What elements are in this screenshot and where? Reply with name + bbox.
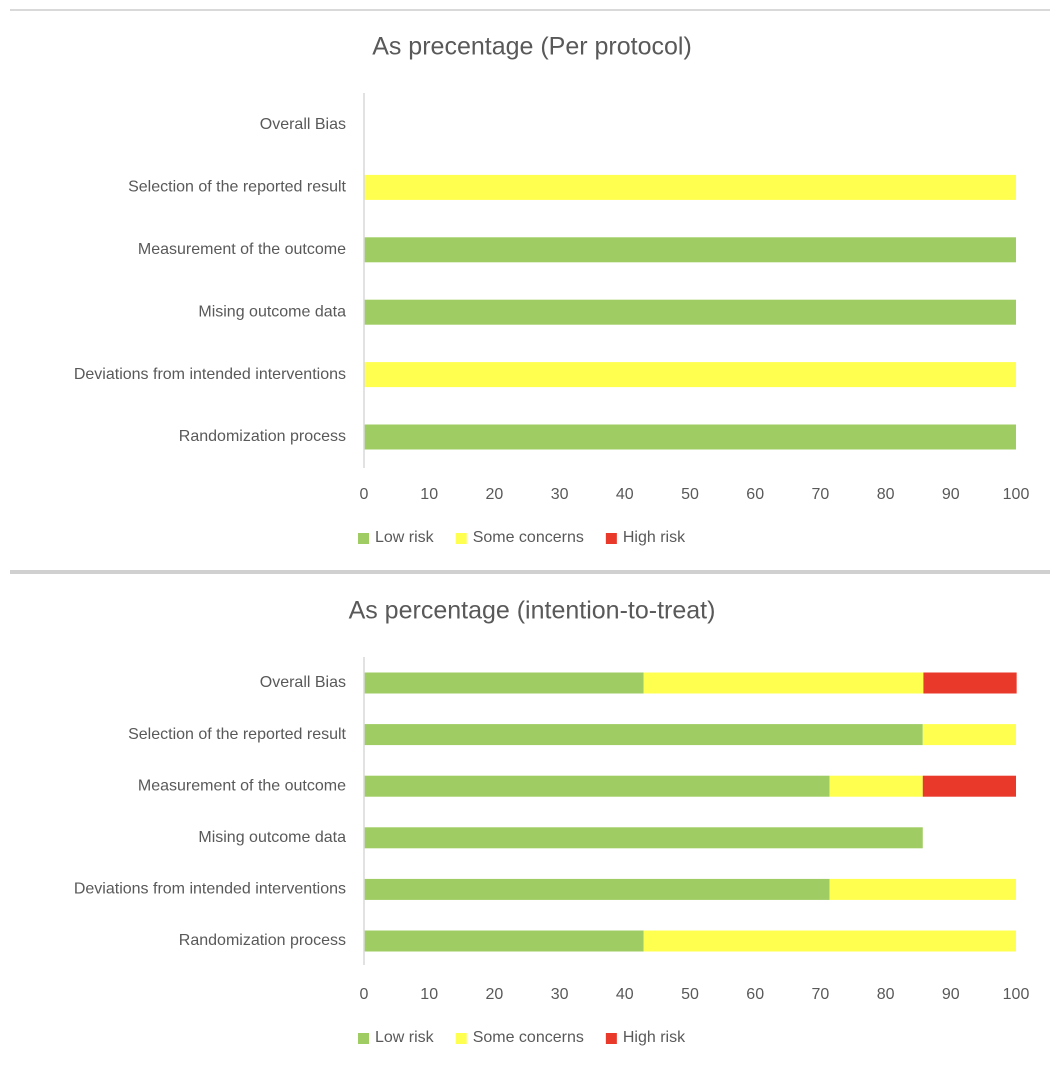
- bar: [829, 775, 923, 797]
- bar: [364, 362, 1016, 388]
- x-tick-label: 50: [681, 486, 699, 503]
- bar: [364, 174, 1016, 200]
- x-tick-label: 70: [812, 986, 830, 1003]
- legend-label: High risk: [623, 1029, 686, 1046]
- legend-label: High risk: [623, 529, 686, 546]
- legend-label: Some concerns: [473, 529, 584, 546]
- x-tick-label: 10: [420, 986, 438, 1003]
- legend-swatch: [455, 1033, 467, 1044]
- legend-label: Low risk: [375, 529, 435, 546]
- x-tick-label: 100: [1003, 486, 1030, 503]
- bar: [364, 299, 1016, 325]
- y-tick-label: Randomization process: [179, 932, 346, 949]
- x-tick-label: 0: [360, 486, 369, 503]
- legend-swatch: [358, 533, 369, 544]
- y-tick-label: Mising outcome data: [198, 303, 346, 320]
- legend-swatch: [605, 1033, 617, 1044]
- bar: [364, 724, 923, 746]
- bar: [643, 672, 924, 694]
- x-tick-label: 50: [681, 986, 699, 1003]
- y-tick-label: Measurement of the outcome: [138, 241, 346, 258]
- bar: [364, 672, 644, 694]
- x-tick-label: 30: [551, 986, 569, 1003]
- y-tick-label: Selection of the reported result: [128, 726, 346, 743]
- bar: [364, 424, 1016, 450]
- x-tick-label: 30: [551, 486, 569, 503]
- x-tick-label: 60: [746, 986, 764, 1003]
- y-tick-label: Deviations from intended interventions: [74, 881, 346, 898]
- x-tick-label: 90: [942, 486, 960, 503]
- legend-swatch: [605, 533, 617, 544]
- bar: [922, 775, 1016, 797]
- bar: [364, 930, 644, 952]
- bar: [364, 775, 830, 797]
- legend-swatch: [358, 1033, 369, 1044]
- y-tick-label: Overall Bias: [260, 674, 346, 691]
- x-tick-label: 40: [616, 986, 634, 1003]
- bar: [922, 724, 1016, 746]
- bar: [364, 878, 830, 900]
- bar: [829, 878, 1016, 900]
- x-tick-label: 10: [420, 486, 438, 503]
- legend-swatch: [455, 533, 467, 544]
- x-tick-label: 80: [877, 486, 895, 503]
- x-tick-label: 20: [486, 486, 504, 503]
- y-tick-label: Randomization process: [179, 428, 346, 445]
- x-tick-label: 80: [877, 986, 895, 1003]
- x-tick-label: 90: [942, 986, 960, 1003]
- x-tick-label: 20: [486, 986, 504, 1003]
- y-tick-label: Mising outcome data: [198, 829, 346, 846]
- x-tick-label: 100: [1003, 986, 1030, 1003]
- chart-title: As percentage (intention-to-treat): [349, 597, 716, 625]
- y-tick-label: Overall Bias: [260, 116, 346, 133]
- bar: [364, 237, 1016, 263]
- x-tick-label: 70: [812, 486, 830, 503]
- y-tick-label: Measurement of the outcome: [138, 777, 346, 794]
- chart-title: As precentage (Per protocol): [372, 33, 692, 61]
- bar: [364, 827, 923, 849]
- x-tick-label: 40: [616, 486, 634, 503]
- legend-label: Low risk: [375, 1029, 435, 1046]
- y-tick-label: Selection of the reported result: [128, 179, 346, 196]
- bar: [923, 672, 1017, 694]
- bar: [643, 930, 1016, 952]
- x-tick-label: 60: [746, 486, 764, 503]
- y-tick-label: Deviations from intended interventions: [74, 366, 346, 383]
- legend-label: Some concerns: [473, 1029, 584, 1046]
- x-tick-label: 0: [360, 986, 369, 1003]
